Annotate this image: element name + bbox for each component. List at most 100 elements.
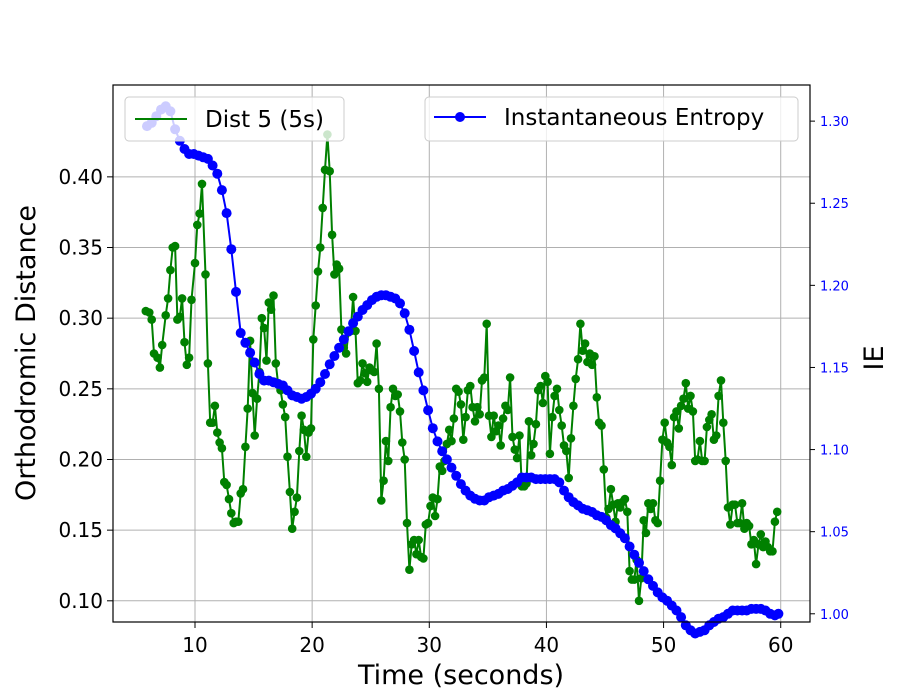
dist-point [402, 518, 412, 528]
dist-point [524, 417, 534, 426]
dist-point [290, 507, 299, 517]
dist-point [243, 404, 252, 413]
dist-point [660, 418, 669, 428]
dist-point [625, 566, 634, 576]
dist-point [623, 507, 632, 517]
dist-point [707, 410, 716, 419]
dist-point [325, 166, 335, 176]
dist-point [470, 417, 480, 426]
legend-dist-label: Dist 5 (5s) [205, 107, 324, 133]
dist-point [388, 384, 398, 394]
dist-point [641, 528, 651, 538]
dist-point [208, 418, 217, 428]
dist-point [379, 476, 388, 486]
dist-point [569, 401, 578, 411]
dist-point [287, 524, 297, 533]
dist-point [222, 480, 231, 490]
entropy-point [413, 367, 424, 378]
dist-point [676, 401, 686, 411]
dist-point [210, 401, 220, 411]
dist-point [175, 312, 185, 322]
entropy-point [554, 477, 565, 488]
dist-point [302, 452, 311, 462]
dist-point [311, 301, 321, 310]
dist-point [475, 410, 485, 419]
entropy-point [320, 369, 330, 379]
dist-point [695, 436, 705, 446]
dist-point [327, 230, 337, 240]
x-axis-label: Time (seconds) [357, 660, 564, 691]
legend-entropy-label: Instantaneous Entropy [504, 105, 764, 131]
dist-point [213, 428, 222, 437]
dist-point [580, 339, 590, 348]
dist-point [193, 220, 202, 230]
dist-point [238, 484, 248, 494]
dist-point [145, 308, 154, 317]
dist-point [667, 460, 677, 470]
left-y-tick-label: 0.25 [58, 377, 103, 401]
dist-point [449, 414, 459, 423]
dist-point [536, 381, 545, 391]
dist-point [381, 436, 391, 446]
dist-point [494, 421, 503, 430]
dist-point [730, 500, 740, 510]
dist-point [444, 425, 454, 435]
dist-point [466, 381, 475, 391]
dist-point [184, 353, 194, 363]
entropy-point [216, 185, 227, 196]
entropy-point [338, 334, 349, 345]
entropy-point [395, 298, 405, 309]
entropy-point [409, 346, 420, 356]
dist-point [688, 407, 698, 416]
dist-point [341, 349, 351, 358]
dist-point [529, 439, 538, 449]
dist-point [515, 431, 524, 440]
dist-point [655, 476, 665, 486]
dist-point [590, 352, 599, 361]
dist-point [351, 326, 360, 336]
dist-point [393, 390, 403, 399]
dist-point [496, 441, 506, 450]
dist-point [620, 494, 630, 504]
legend-dist-box [124, 96, 345, 142]
dist-point [700, 456, 709, 466]
dist-point [309, 335, 318, 344]
dist-point [423, 518, 433, 528]
dist-point [316, 243, 325, 252]
dist-point [545, 449, 555, 459]
entropy-point [427, 423, 438, 434]
entropy-point [432, 436, 443, 447]
dist-point [487, 432, 496, 442]
dist-point [306, 424, 316, 433]
entropy-point [226, 244, 237, 255]
dist-point [358, 359, 367, 368]
dist-point [182, 360, 192, 370]
dist-point [768, 547, 777, 556]
dist-point [257, 313, 267, 323]
dist-point [334, 264, 344, 274]
x-axis-ticks: 10 20 30 40 50 60 [182, 622, 793, 657]
dist-point [538, 398, 548, 408]
dist-point [716, 376, 726, 385]
left-y-tick-label: 0.30 [58, 306, 103, 330]
dist-point [224, 494, 234, 504]
entropy-line [146, 104, 779, 635]
dist-point [639, 516, 648, 525]
dist-point [170, 241, 180, 251]
dist-point [454, 387, 463, 397]
entropy-point [441, 454, 452, 465]
dist-point [719, 418, 728, 428]
left-y-tick-label: 0.15 [58, 518, 103, 542]
dist-point [674, 424, 684, 433]
dist-point [714, 391, 723, 401]
dist-point [548, 412, 557, 422]
dist-point [426, 501, 435, 511]
dist-point [503, 405, 513, 415]
left-y-axis-ticks: 0.10 0.15 0.20 0.25 0.30 0.35 0.40 [58, 165, 113, 613]
dist-point [398, 438, 407, 447]
dist-point [297, 411, 306, 421]
entropy-point [676, 612, 687, 623]
dist-point [437, 466, 447, 476]
entropy-point [404, 324, 415, 335]
